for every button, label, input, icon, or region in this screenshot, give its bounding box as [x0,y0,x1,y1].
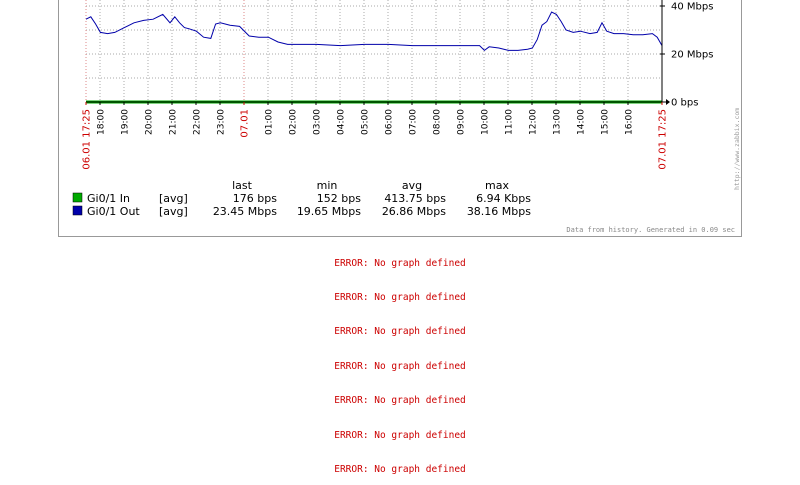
error-message: ERROR: No graph defined [334,326,466,337]
legend-agg-0: [avg] [159,192,188,205]
legend-last-1: 23.45 Mbps [213,205,277,218]
legend-agg-1: [avg] [159,205,188,218]
legend-header-avg: avg [402,179,422,192]
x-tick-label: 22:00 [192,109,202,135]
legend-name-1: Gi0/1 Out [87,205,140,218]
x-axis-arrow [666,99,670,105]
error-message: ERROR: No graph defined [334,395,466,406]
legend-header-max: max [485,179,509,192]
x-tick-label: 20:00 [144,109,154,135]
plot-area [86,0,662,102]
y-tick-label: 20 Mbps [671,50,713,61]
legend-last-0: 176 bps [233,192,277,205]
traffic-chart: 0 bps 20 Mbps 40 Mbps 06.01 17:25 18:00 19:00… [72,0,741,234]
y-tick-label: 40 Mbps [671,2,713,13]
legend-min-1: 19.65 Mbps [297,205,361,218]
x-tick-label: 15:00 [600,109,610,135]
side-text: http://www.zabbix.com [733,108,741,190]
x-tick-label: 13:00 [552,109,562,135]
legend-header-min: min [317,179,338,192]
x-tick-label: 07:00 [408,109,418,135]
legend-header-last: last [232,179,253,192]
x-tick-label: 04:00 [336,109,346,135]
x-tick-label: 06:00 [384,109,394,135]
x-tick-label: 10:00 [480,109,490,135]
footer-text: Data from history. Generated in 0.09 sec [566,226,735,234]
x-tick-label: 21:00 [168,109,178,135]
x-tick-label: 12:00 [528,109,538,135]
error-message: ERROR: No graph defined [334,464,466,475]
legend-swatch-1 [72,205,83,216]
x-tick-label: 01:00 [264,109,274,135]
x-tick-label: 16:00 [624,109,634,135]
x-tick-label: 19:00 [120,109,130,135]
error-message: ERROR: No graph defined [334,258,466,269]
x-tick-label: 06.01 17:25 [82,109,93,170]
legend-min-0: 152 bps [317,192,361,205]
x-tick-label: 02:00 [288,109,298,135]
legend-swatch-0 [72,192,83,203]
legend-avg-0: 413.75 bps [384,192,446,205]
legend-max-1: 38.16 Mbps [467,205,531,218]
error-message: ERROR: No graph defined [334,292,466,303]
error-message: ERROR: No graph defined [334,361,466,372]
y-tick-label: 0 bps [671,98,698,109]
x-tick-label: 05:00 [360,109,370,135]
legend-max-0: 6.94 Kbps [476,192,531,205]
x-tick-label: 09:00 [456,109,466,135]
x-tick-label: 23:00 [216,109,226,135]
x-tick-label: 18:00 [96,109,106,135]
x-tick-label: 14:00 [576,109,586,135]
error-message: ERROR: No graph defined [334,430,466,441]
x-tick-label: 08:00 [432,109,442,135]
x-tick-label: 11:00 [504,109,514,135]
x-tick-label: 03:00 [312,109,322,135]
series-line-1 [85,11,663,52]
x-tick-label: 07.01 17:25 [658,109,669,170]
graph-panel: 0 bps 20 Mbps 40 Mbps 06.01 17:25 18:00 19:00… [58,0,742,237]
x-tick-label: 07.01 [239,109,250,138]
legend-name-0: Gi0/1 In [87,192,130,205]
legend-avg-1: 26.86 Mbps [382,205,446,218]
